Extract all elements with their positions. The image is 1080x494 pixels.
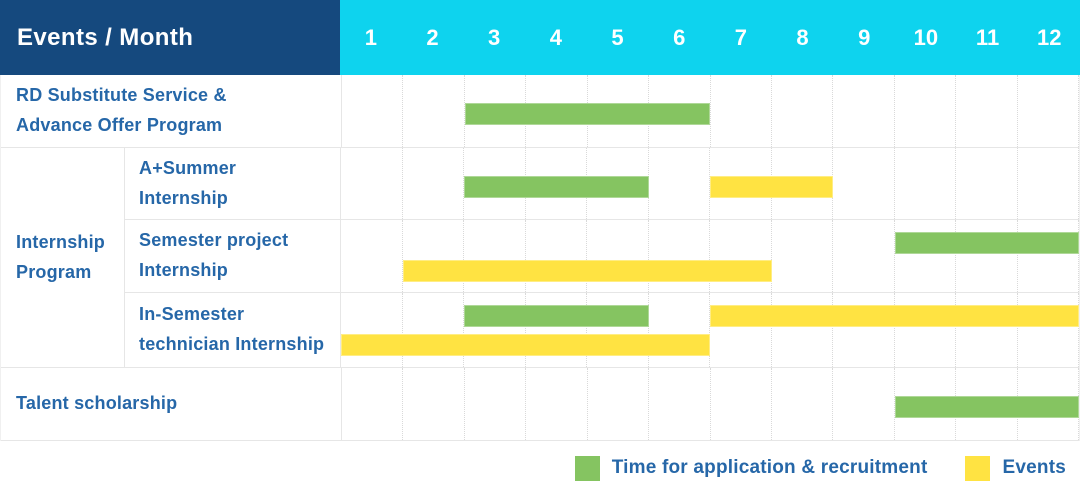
grid-cell <box>956 293 1018 367</box>
grid-cell <box>833 293 895 367</box>
grid-cell <box>403 368 465 440</box>
row-label: Semester project Internship <box>139 230 289 280</box>
gantt-track <box>341 368 1080 440</box>
legend-item-application: Time for application & recruitment <box>574 455 928 481</box>
gantt-track <box>340 293 1079 367</box>
grid-cell <box>465 368 527 440</box>
table-row-talent-scholarship: Talent scholarship <box>1 368 1080 441</box>
grid-cell <box>341 220 403 292</box>
grid-cell <box>649 220 710 292</box>
legend-item-events: Events <box>965 455 1066 481</box>
grid-cell <box>588 368 650 440</box>
application-bar <box>464 175 649 198</box>
events-bar <box>402 259 772 282</box>
grid-cell <box>403 148 464 219</box>
events-color-swatch <box>965 455 991 481</box>
grid-cell <box>587 220 649 292</box>
table-body: RD Substitute Service & Advance Offer Pr… <box>0 75 1080 441</box>
grid-cell <box>772 368 834 440</box>
row-label: RD Substitute Service & Advance Offer Pr… <box>16 85 227 135</box>
month-label: 5 <box>611 24 624 50</box>
grid-cell <box>403 220 464 292</box>
gantt-track <box>341 75 1080 147</box>
grid-cell <box>895 293 956 367</box>
grid-cell <box>772 293 833 367</box>
grid-cell <box>711 368 772 440</box>
grid-cell <box>710 293 772 367</box>
month-label: 8 <box>796 24 809 50</box>
grid-cell <box>956 220 1018 292</box>
grid-cell <box>895 220 956 292</box>
grid-cell <box>956 75 1018 147</box>
grid-cell <box>833 148 895 219</box>
month-label: 4 <box>549 24 562 50</box>
grid-cell <box>464 293 526 367</box>
internship-program-group: Internship Program A+Summer Internship S… <box>1 148 1079 368</box>
grid-cell <box>772 75 834 147</box>
application-bar <box>894 231 1079 254</box>
grid-cell <box>342 75 404 147</box>
grid-cell <box>526 368 588 440</box>
events-bar <box>710 304 1079 327</box>
grid-cell <box>342 368 404 440</box>
month-label: 3 <box>488 24 501 50</box>
grid-cell <box>1018 148 1079 219</box>
grid-cell <box>649 293 710 367</box>
group-rows: A+Summer Internship Semester project Int… <box>125 148 1079 367</box>
grid-cell <box>956 148 1018 219</box>
table-title: Events / Month <box>0 0 340 75</box>
grid-cell <box>403 293 464 367</box>
application-bar <box>894 396 1079 418</box>
legend-label: Events <box>1002 457 1066 478</box>
application-bar <box>464 103 711 125</box>
table-row-in-semester-technician: In-Semester technician Internship <box>125 293 1079 367</box>
row-label: Talent scholarship <box>16 393 178 414</box>
table-row-rd-substitute: RD Substitute Service & Advance Offer Pr… <box>1 75 1080 148</box>
row-label: In-Semester technician Internship <box>139 304 325 354</box>
application-bar <box>464 304 649 327</box>
application-color-swatch <box>574 455 600 481</box>
events-bar <box>341 333 710 356</box>
month-label: 6 <box>673 24 686 50</box>
month-label: 11 <box>975 24 1000 50</box>
month-label: 10 <box>913 24 939 50</box>
table-row-a-plus-summer: A+Summer Internship <box>125 148 1079 220</box>
grid-cell <box>649 148 710 219</box>
legend: Time for application & recruitment Event… <box>0 441 1080 494</box>
grid-cell <box>649 368 711 440</box>
row-label: A+Summer Internship <box>139 157 237 208</box>
grid-cell <box>1018 75 1080 147</box>
grid-cell <box>710 220 772 292</box>
month-label: 1 <box>364 24 377 50</box>
month-label: 2 <box>426 24 439 50</box>
grid-cell <box>895 148 956 219</box>
grid-cell <box>711 75 772 147</box>
events-bar <box>710 175 833 198</box>
table-header: Events / Month 1 2 3 4 5 6 7 8 9 10 11 12 <box>0 0 1080 75</box>
grid-cell <box>403 75 465 147</box>
month-label: 9 <box>858 24 871 50</box>
grid-cell <box>833 75 895 147</box>
month-label: 12 <box>1036 24 1062 50</box>
grid-cell <box>341 148 403 219</box>
grid-cell <box>464 220 526 292</box>
grid-cell <box>526 293 587 367</box>
table-row-semester-project: Semester project Internship <box>125 220 1079 293</box>
grid-cell <box>341 293 403 367</box>
grid-cell <box>1018 293 1079 367</box>
grid-cell <box>833 368 895 440</box>
gantt-track <box>340 220 1079 292</box>
legend-label: Time for application & recruitment <box>611 457 928 478</box>
group-label: Internship Program <box>1 148 125 367</box>
month-label: 7 <box>734 24 747 50</box>
grid-cell <box>1018 220 1079 292</box>
gantt-track <box>340 148 1079 219</box>
grid-cell <box>526 220 587 292</box>
month-header: 1 2 3 4 5 6 7 8 9 10 11 12 <box>340 0 1080 75</box>
grid-cell <box>833 220 895 292</box>
grid-cell <box>587 293 649 367</box>
grid-cell <box>772 220 833 292</box>
grid-cell <box>895 75 957 147</box>
